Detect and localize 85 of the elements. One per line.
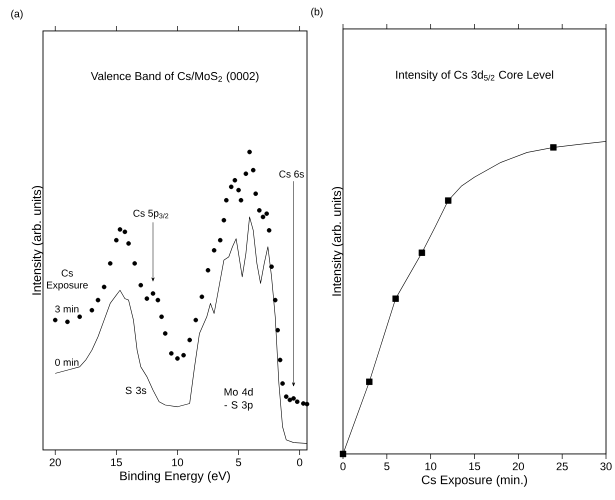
x-tick-label: 25 (556, 462, 568, 470)
point (144, 296, 150, 301)
point (114, 238, 119, 242)
point (236, 188, 241, 192)
x-tick-label: 30 (600, 462, 612, 470)
point (193, 318, 198, 322)
point (278, 358, 282, 362)
chart-subtitle: Intensity of Cs 3d$_{5/2}$ Core Level (396, 70, 554, 82)
point (418, 250, 426, 256)
x-tick-label: 5 (236, 458, 242, 466)
point (247, 150, 252, 154)
y-axis-title: Intensity (arb. units) (32, 186, 44, 295)
point (159, 314, 164, 320)
point (291, 396, 296, 401)
point (340, 450, 346, 458)
point (96, 298, 100, 302)
point (294, 399, 300, 404)
point (392, 295, 399, 302)
point (212, 248, 216, 253)
point (257, 208, 262, 213)
point (206, 268, 210, 273)
point (162, 331, 168, 336)
point (264, 211, 269, 216)
point (272, 298, 278, 302)
x-tick-label: 20 (50, 458, 61, 466)
x-tick-label: 5 (384, 462, 390, 470)
series-label: 0 min (55, 358, 78, 366)
point (222, 218, 226, 223)
point (269, 264, 274, 270)
x-tick-label: 15 (111, 458, 122, 466)
point (304, 402, 310, 406)
chart-subtitle: Valence Band of Cs/MoS$_{2}$ (0002) (90, 72, 258, 82)
annotation: Mo 4d - S 3p (224, 388, 253, 411)
annotation: Cs 5p$_{3/2}$ (133, 210, 168, 219)
x-tick-label: 0 (340, 462, 346, 470)
point (244, 171, 248, 176)
point (77, 314, 82, 320)
x-tick-label: 0 (297, 458, 302, 466)
point (200, 294, 204, 300)
point (156, 298, 160, 302)
point (445, 197, 452, 204)
point (65, 320, 70, 324)
point (366, 378, 373, 385)
x-tick-label: 15 (469, 462, 480, 470)
point (118, 227, 122, 232)
x-tick-label: 10 (425, 462, 436, 470)
point (122, 230, 128, 234)
point (218, 238, 223, 242)
point (275, 328, 280, 332)
point (228, 184, 234, 190)
annotation: Cs Exposure (46, 270, 88, 291)
point (181, 352, 186, 358)
point (280, 381, 285, 386)
point (52, 318, 58, 322)
point (224, 198, 229, 203)
x-axis-title: Cs Exposure (min.) (422, 475, 527, 487)
chart-title: (b) (311, 8, 323, 18)
y-axis-title: Intensity (arb. units) (332, 187, 344, 296)
point (150, 291, 156, 296)
point (102, 284, 106, 290)
annotation: Cs 6s (279, 170, 304, 178)
point (250, 168, 256, 172)
point (288, 398, 292, 402)
point (232, 178, 238, 183)
point (108, 261, 113, 266)
x-axis-title: Binding Energy (eV) (120, 471, 230, 483)
point (260, 214, 266, 220)
point (550, 144, 557, 151)
point (175, 356, 180, 361)
point (301, 401, 306, 406)
chart-title: (a) (11, 10, 23, 20)
annotation: S 3s (126, 386, 146, 394)
point (253, 191, 258, 196)
point (126, 241, 131, 246)
series-label: 3 min (55, 305, 78, 313)
point (90, 308, 94, 313)
point (138, 282, 144, 288)
point (284, 394, 289, 399)
point (132, 261, 137, 266)
point (187, 338, 192, 342)
point (238, 198, 244, 203)
x-tick-label: 10 (172, 458, 184, 466)
x-tick-label: 20 (512, 462, 524, 470)
point (169, 351, 174, 356)
point (266, 228, 272, 233)
